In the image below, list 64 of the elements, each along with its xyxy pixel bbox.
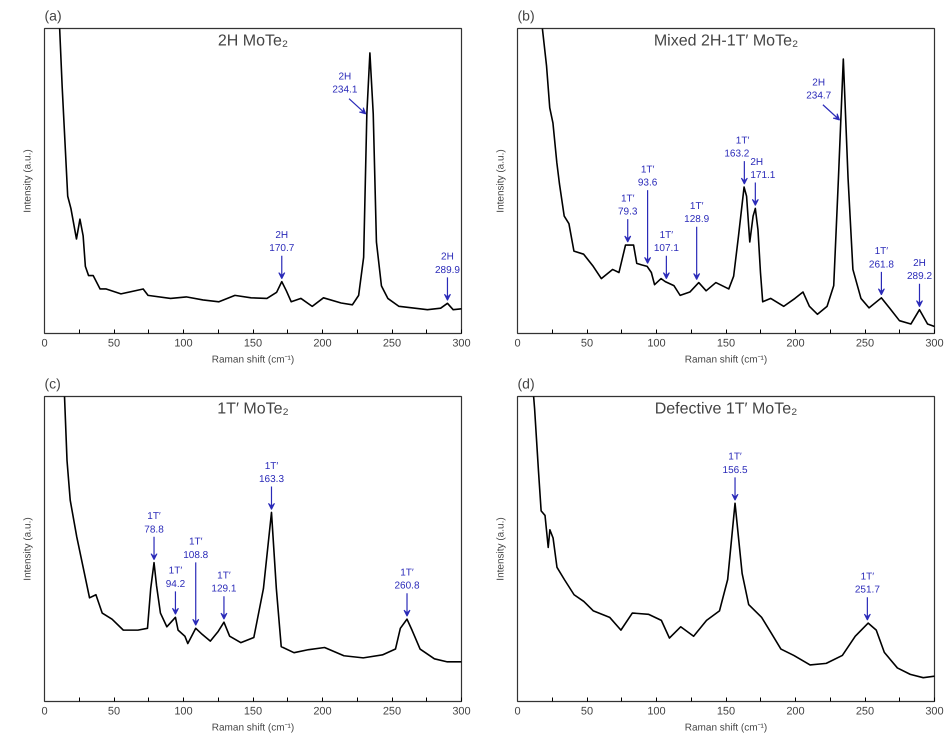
- annotation: 1T′ 93.6: [638, 164, 658, 189]
- x-tick-label: 50: [108, 338, 120, 350]
- annotation: 2H 234.7: [806, 78, 832, 102]
- x-axis-title: Raman shift (cm⁻¹): [212, 722, 294, 734]
- x-tick-label: 200: [786, 706, 805, 718]
- x-tick-label: 50: [580, 706, 594, 718]
- annotation: 1T′ 156.5: [722, 452, 748, 476]
- annotation: 1T′ 78.8: [144, 511, 164, 536]
- x-tick-label: 100: [647, 338, 666, 350]
- y-axis-title: Intensity (a.u.): [22, 149, 34, 213]
- annotation: 1T′ 260.8: [394, 568, 420, 592]
- x-tick-label: 250: [856, 706, 874, 718]
- x-tick-label: 200: [313, 338, 332, 350]
- x-tick-label: 250: [382, 706, 402, 718]
- x-axis-title: Raman shift (cm⁻¹): [212, 354, 294, 366]
- x-tick-label: 200: [786, 338, 805, 350]
- x-tick-label: 300: [452, 338, 471, 350]
- x-tick-label: 150: [716, 338, 736, 350]
- x-tick-label: 200: [313, 706, 332, 718]
- x-tick-label: 0: [41, 338, 48, 350]
- x-tick-label: 100: [647, 706, 666, 718]
- x-tick-label: 250: [382, 338, 402, 350]
- y-axis-title: Intensity (a.u.): [496, 149, 506, 213]
- x-axis-title: Raman shift (cm⁻¹): [684, 354, 768, 366]
- annotation: 2H 171.1: [750, 156, 776, 181]
- chart-title: Defective 1T′ MoTe₂: [654, 400, 798, 418]
- annotation: 2H 289.2: [906, 258, 932, 282]
- x-tick-label: 150: [716, 706, 736, 718]
- x-tick-label: 150: [244, 706, 262, 718]
- annotation: 1T′ 163.2: [724, 135, 750, 160]
- x-tick-label: 50: [108, 706, 120, 718]
- annotation: 1T′ 261.8: [868, 246, 894, 270]
- annotation: 2H 289.9: [434, 252, 460, 276]
- annotation: 1T′ 251.7: [854, 571, 880, 596]
- x-tick-label: 300: [925, 706, 944, 718]
- y-axis-title: Intensity (a.u.): [22, 517, 34, 581]
- x-tick-label: 100: [174, 338, 193, 350]
- x-tick-label: 300: [925, 338, 944, 350]
- x-tick-label: 150: [244, 338, 262, 350]
- y-axis-title: Intensity (a.u.): [496, 517, 506, 581]
- annotation: 1T′ 129.1: [211, 570, 237, 595]
- text: (a): [44, 8, 62, 24]
- annotation: 1T′ 128.9: [684, 201, 710, 226]
- x-axis-title: Raman shift (cm⁻¹): [684, 722, 768, 734]
- x-tick-label: 250: [856, 338, 874, 350]
- annotation: 1T′ 108.8: [183, 536, 209, 561]
- chart-title: 2H MoTe₂: [218, 32, 288, 50]
- chart-title: Mixed 2H-1T′ MoTe₂: [654, 32, 798, 50]
- annotation: 1T′ 107.1: [654, 230, 680, 254]
- x-tick-label: 0: [41, 706, 48, 718]
- x-tick-label: 100: [174, 706, 193, 718]
- x-tick-label: 0: [514, 706, 521, 718]
- x-tick-label: 50: [580, 338, 594, 350]
- annotation: 1T′ 79.3: [618, 193, 638, 218]
- chart-title: 1T′ MoTe₂: [217, 400, 289, 418]
- annotation: 1T′ 163.3: [258, 460, 284, 485]
- x-tick-label: 300: [452, 706, 471, 718]
- x-tick-label: 0: [514, 338, 521, 350]
- text: (b): [518, 8, 535, 24]
- text: (c): [44, 376, 61, 392]
- annotation: 2H 234.1: [332, 71, 358, 96]
- annotation: 2H 170.7: [269, 230, 295, 254]
- annotation: 1T′ 94.2: [166, 566, 186, 590]
- text: (d): [518, 376, 535, 392]
